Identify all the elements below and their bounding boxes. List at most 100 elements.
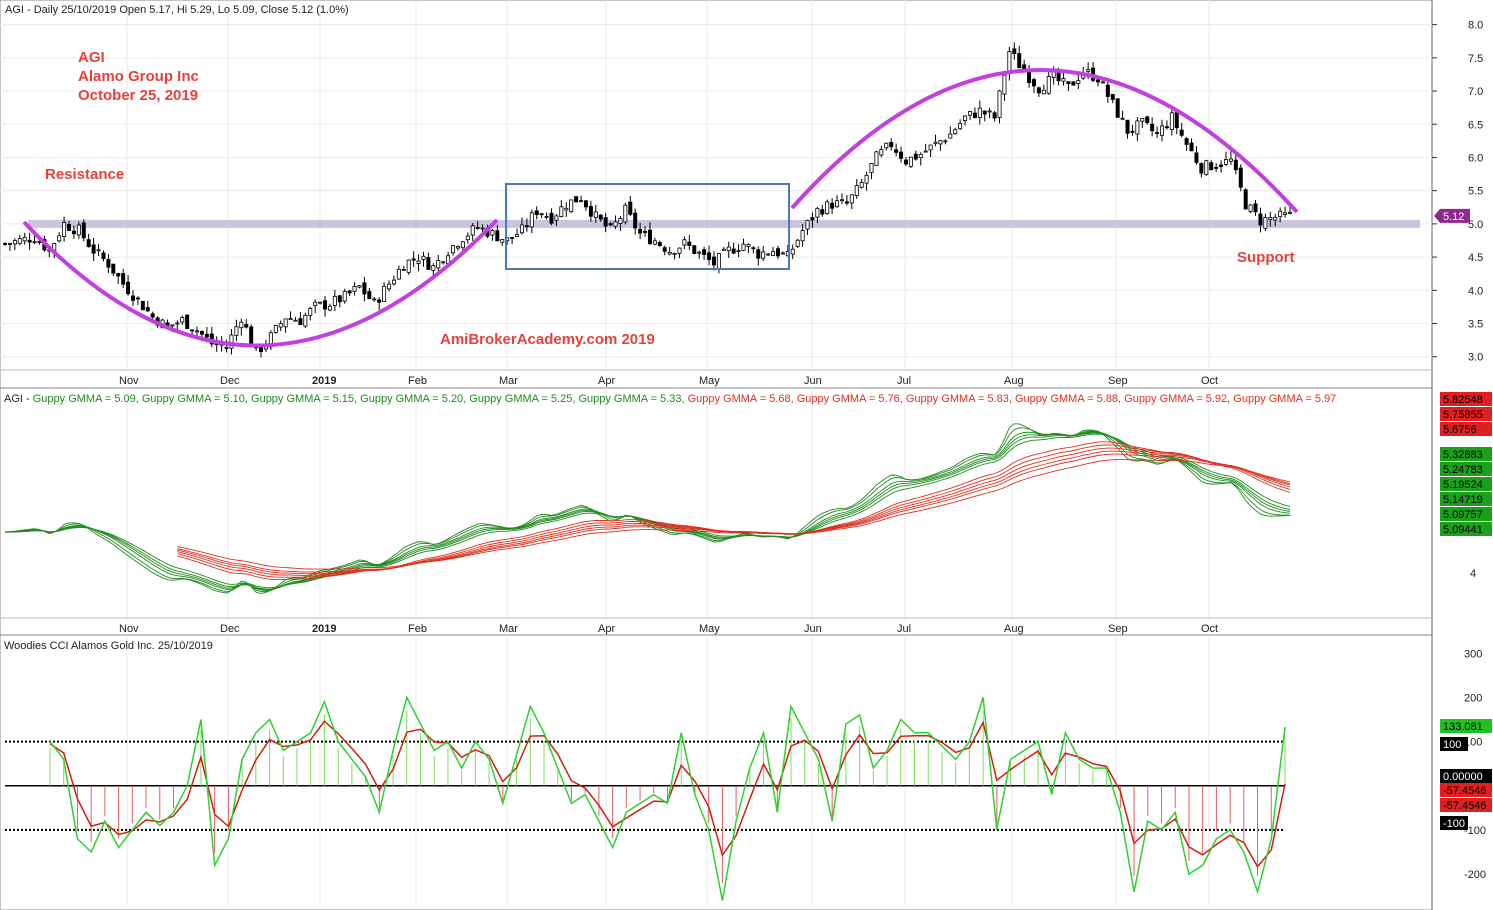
candle-body	[657, 242, 662, 246]
candle-body	[1071, 81, 1076, 86]
candle-body	[1194, 152, 1199, 163]
candle-body	[672, 252, 677, 256]
candle-body	[662, 247, 667, 252]
candle-body	[116, 273, 121, 277]
candle-body	[638, 228, 643, 234]
price-month-label: Oct	[1201, 375, 1218, 387]
candle-body	[1100, 81, 1105, 84]
candle-body	[702, 249, 707, 255]
price-month-label: Jun	[804, 375, 822, 387]
candle-body	[411, 258, 416, 261]
candle-body	[982, 110, 987, 115]
gmma-value-tag	[1440, 462, 1492, 476]
candle-body	[175, 322, 180, 325]
candle-body	[849, 194, 854, 204]
candle-body	[1027, 70, 1032, 83]
candle-body	[1184, 138, 1189, 145]
candle-body	[780, 252, 785, 255]
candle-body	[460, 241, 465, 249]
candle-body	[190, 329, 195, 332]
candle-body	[465, 235, 470, 241]
candle-body	[835, 200, 840, 208]
cci-series	[5, 695, 1286, 901]
cci-tick-label: 300	[1464, 648, 1482, 660]
gmma-header-item: Guppy GMMA = 5.68,	[688, 393, 797, 405]
cci-value-tag-text: 133.081	[1443, 721, 1483, 733]
candle-body	[593, 211, 598, 218]
candle-body	[170, 324, 175, 327]
candle-body	[736, 250, 741, 252]
candle-body	[239, 321, 244, 329]
candle-body	[613, 221, 618, 227]
price-month-label: Apr	[598, 375, 615, 387]
date-annotation: October 25, 2019	[78, 87, 198, 104]
gmma-long-line	[177, 459, 1291, 570]
gmma-value-tag-text: 5.24783	[1443, 464, 1483, 476]
candle-body	[529, 212, 534, 228]
candle-body	[1228, 158, 1233, 162]
gmma-header-prefix: AGI -	[4, 393, 33, 405]
candle-body	[1278, 210, 1283, 218]
gmma-month-label: Aug	[1004, 623, 1024, 635]
candle-body	[756, 249, 761, 259]
candle-body	[1263, 217, 1268, 229]
candle-body	[1041, 89, 1046, 95]
cci-value-tag	[1440, 769, 1492, 783]
candle-body	[224, 347, 229, 349]
price-month-label: Feb	[408, 375, 427, 387]
candle-body	[933, 141, 938, 144]
candle-body	[490, 230, 495, 236]
candle-body	[1120, 117, 1125, 120]
candle-body	[519, 224, 524, 234]
candle-body	[131, 295, 136, 301]
candle-body	[775, 248, 780, 257]
gmma-value-tag	[1440, 392, 1492, 406]
value-tags: 5.12 5.82548 5.75855 5.6756 5.32883 5.24783 5.…	[1434, 208, 1492, 830]
cci-tick-label: -100	[1464, 825, 1486, 837]
candle-body	[652, 240, 657, 245]
gmma-value-tag-text: 5.09757	[1443, 509, 1483, 521]
candle-body	[928, 144, 933, 151]
candle-body	[278, 323, 283, 328]
price-tick-label: 3.0	[1468, 352, 1483, 364]
gmma-value-tag	[1440, 507, 1492, 521]
candle-body	[721, 248, 726, 251]
candle-body	[992, 112, 997, 119]
candle-body	[470, 225, 475, 236]
company-annotation: Alamo Group Inc	[78, 68, 199, 85]
candle-body	[1223, 159, 1228, 165]
gmma-header-item: Guppy GMMA = 5.83,	[906, 393, 1015, 405]
candle-body	[135, 297, 140, 300]
candle-body	[96, 249, 101, 252]
gmma-value-tag	[1440, 477, 1492, 491]
cci-value-tag-text: -57.4546	[1443, 785, 1486, 797]
candle-body	[1174, 112, 1179, 129]
candle-body	[401, 269, 406, 271]
candle-body	[1179, 129, 1184, 136]
price-month-label: Dec	[220, 375, 240, 387]
candle-body	[899, 151, 904, 159]
candle-body	[1258, 213, 1263, 226]
gmma-value-tag-text: 5.09441	[1443, 524, 1483, 536]
cci-value-tag-text: -57.4546	[1443, 800, 1486, 812]
candle-body	[761, 251, 766, 259]
candle-body	[1046, 76, 1051, 94]
candle-body	[628, 201, 633, 215]
candle-body	[32, 241, 37, 244]
candle-body	[913, 153, 918, 160]
cci-header: Woodies CCI Alamos Gold Inc. 25/10/2019	[4, 640, 213, 652]
gmma-header-item: Guppy GMMA = 5.92,	[1124, 393, 1233, 405]
candle-body	[273, 325, 278, 333]
candle-body	[234, 326, 239, 336]
gmma-header: AGI - Guppy GMMA = 5.09, Guppy GMMA = 5.…	[4, 393, 1336, 405]
candle-body	[71, 230, 76, 235]
candle-body	[140, 301, 145, 311]
candle-body	[948, 133, 953, 139]
candle-body	[1268, 217, 1273, 220]
candle-body	[583, 200, 588, 208]
candle-body	[697, 251, 702, 254]
candle-body	[1214, 167, 1219, 169]
gmma-value-tag-text: 5.6756	[1443, 424, 1477, 436]
candle-body	[1051, 71, 1056, 78]
candle-body	[1288, 211, 1293, 214]
